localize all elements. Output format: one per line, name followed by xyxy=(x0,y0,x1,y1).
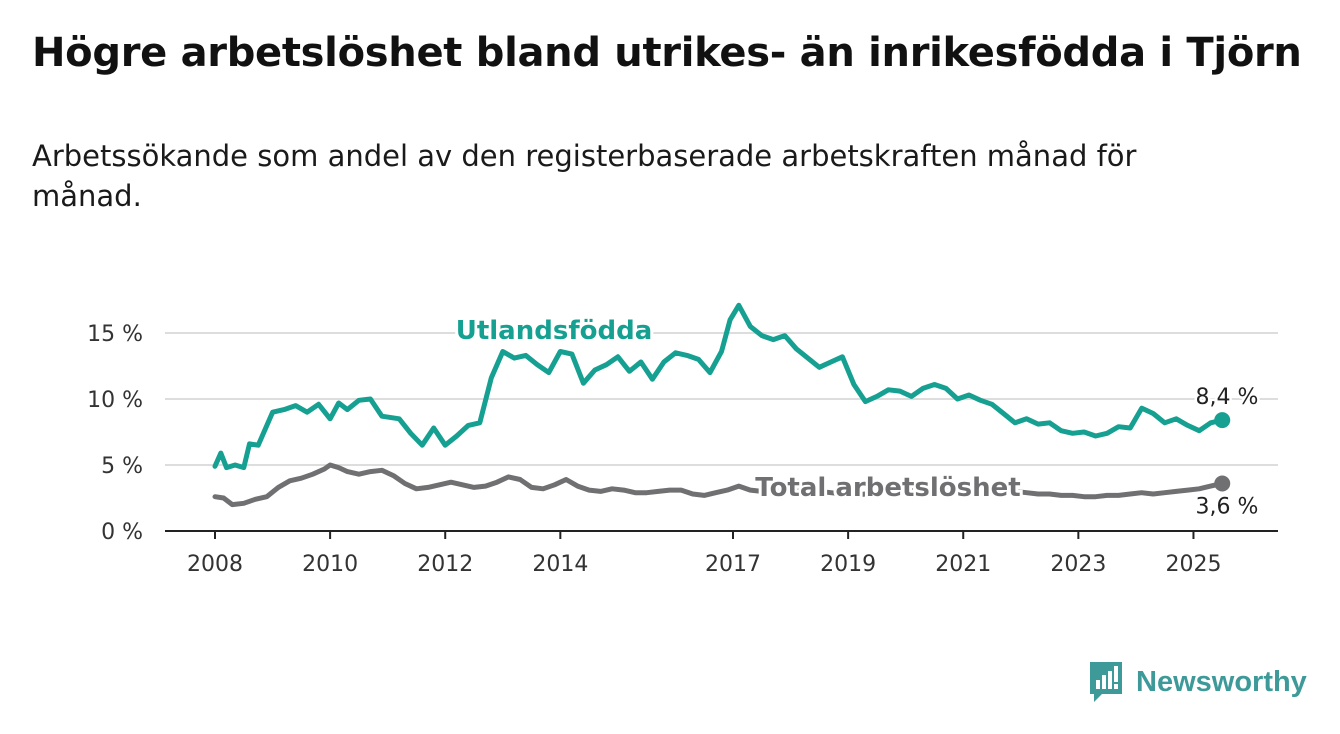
series-end-dot-1 xyxy=(1214,475,1231,492)
series-end-dot-0 xyxy=(1214,412,1231,429)
series-name-label-1: Total arbetslöshet xyxy=(755,473,1020,503)
series-end-label-0: 8,4 % xyxy=(1196,385,1259,410)
y-tick-label: 0 % xyxy=(101,520,143,545)
chart-subtitle: Arbetssökande som andel av den registerb… xyxy=(32,139,1137,213)
y-axis-ticks: 0 % 5 % 10 % 15 % xyxy=(87,322,143,545)
x-axis-ticks: 2008 2010 2012 2014 2017 2019 2021 2023 2025 xyxy=(187,531,1221,577)
series-lines xyxy=(212,302,1231,508)
newsworthy-logo: Newsworthy xyxy=(1088,660,1307,704)
x-tick-label: 2023 xyxy=(1050,552,1106,577)
y-tick-label: 5 % xyxy=(101,454,143,479)
series-line-1 xyxy=(212,462,1225,508)
series-name-label-0: Utlandsfödda xyxy=(456,316,653,346)
series-labels: Utlandsfödda Total arbetslöshet 8,4 % 3,6 % xyxy=(453,313,1261,522)
newsworthy-bar-chart-icon xyxy=(1090,662,1122,702)
x-tick-label: 2017 xyxy=(705,552,761,577)
series-line-0 xyxy=(212,302,1225,471)
x-tick-label: 2008 xyxy=(187,552,243,577)
y-tick-label: 10 % xyxy=(87,388,143,413)
x-tick-label: 2019 xyxy=(820,552,876,577)
grid-lines xyxy=(165,332,1278,532)
x-tick-label: 2010 xyxy=(302,552,358,577)
x-tick-label: 2012 xyxy=(417,552,473,577)
x-tick-label: 2021 xyxy=(935,552,991,577)
y-tick-label: 15 % xyxy=(87,322,143,347)
chart-title: Högre arbetslöshet bland utrikes- än inr… xyxy=(32,30,1302,76)
brand-name: Newsworthy xyxy=(1136,665,1307,698)
x-tick-label: 2025 xyxy=(1165,552,1221,577)
x-tick-label: 2014 xyxy=(532,552,588,577)
series-end-label-1: 3,6 % xyxy=(1196,494,1259,519)
